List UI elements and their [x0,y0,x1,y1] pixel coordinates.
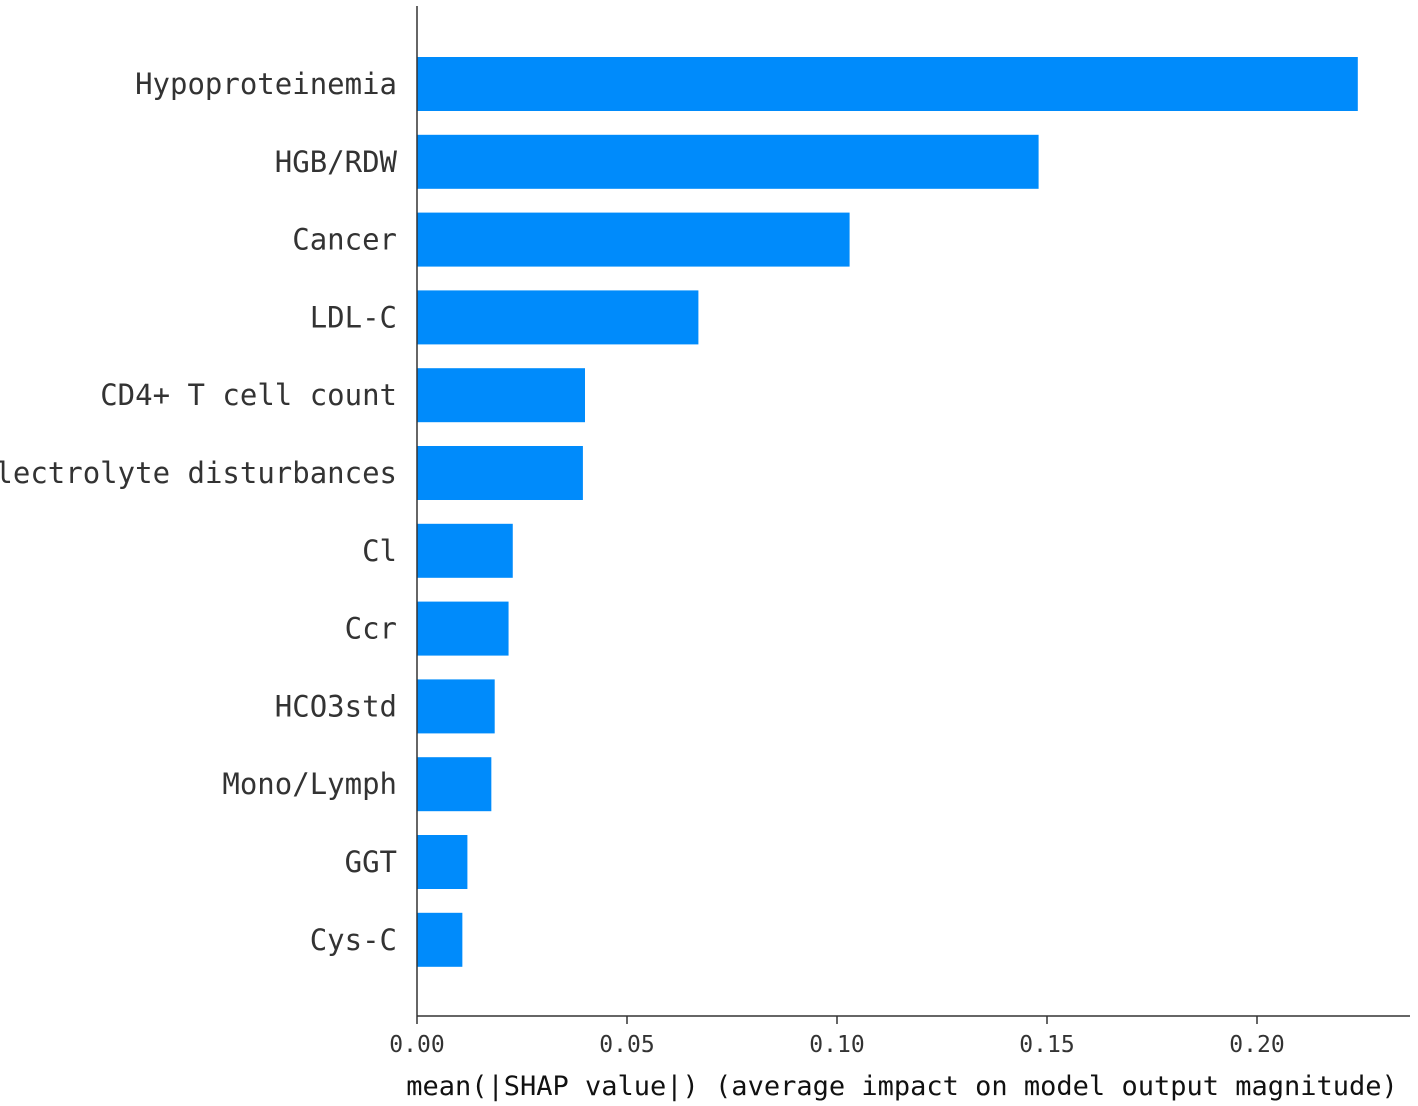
x-axis-title: mean(|SHAP value|) (average impact on mo… [406,1071,1398,1102]
bar [417,212,850,267]
bar [417,912,463,967]
category-label: CD4+ T cell count [100,378,397,412]
x-ticks: 0.00 0.05 0.10 0.15 0.20 [389,1016,1285,1058]
bar [417,290,699,345]
bar [417,601,509,656]
category-label: GGT [345,845,397,879]
category-labels: Hypoproteinemia HGB/RDW Cancer LDL-C CD4+ T … [0,67,398,957]
x-tick-label: 0.05 [599,1032,654,1058]
bars-group [417,57,1358,967]
category-label: Cancer [292,223,397,257]
bar [417,835,468,889]
bar [417,523,513,578]
category-label: HGB/RDW [275,145,398,179]
category-label: Electrolyte disturbances [0,456,397,490]
category-label: Cl [362,534,397,568]
category-label: Cys-C [310,923,397,957]
category-label: HCO3std [275,689,397,723]
bar [417,57,1358,111]
category-label: Mono/Lymph [222,767,397,801]
x-tick-label: 0.00 [389,1032,444,1058]
category-label: Hypoproteinemia [135,67,397,101]
bar [417,368,585,423]
bar [417,134,1039,189]
x-tick-label: 0.20 [1229,1032,1284,1058]
bar [417,757,492,812]
x-tick-label: 0.10 [809,1032,864,1058]
bar [417,446,583,500]
category-label: Ccr [345,612,397,646]
x-tick-label: 0.15 [1019,1032,1074,1058]
category-label: LDL-C [310,300,397,334]
bar [417,679,495,734]
